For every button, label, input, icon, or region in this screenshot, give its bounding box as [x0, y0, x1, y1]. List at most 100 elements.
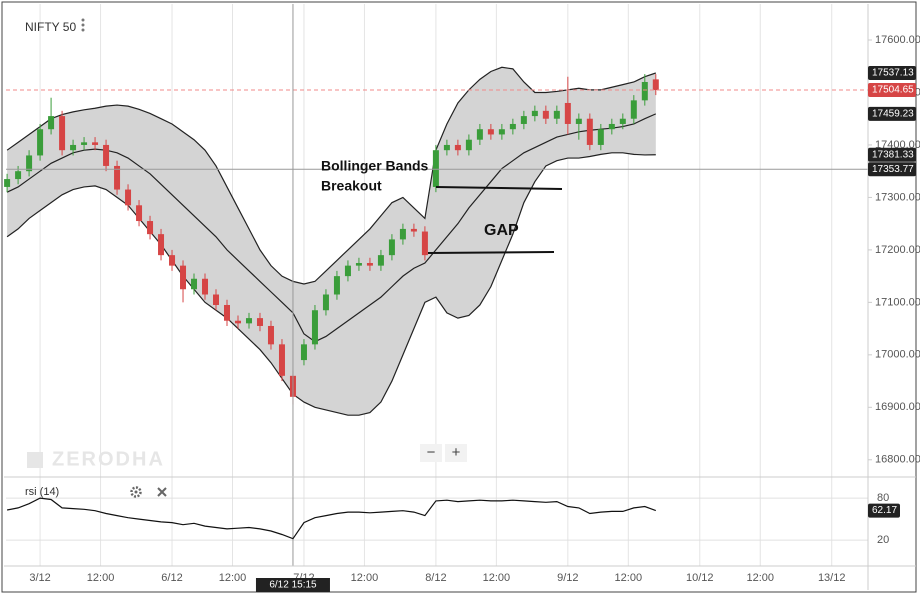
annotation-line	[435, 186, 563, 190]
candle-body	[48, 116, 55, 130]
candle-body	[147, 221, 154, 235]
x-tick-label: 12:00	[746, 572, 774, 584]
candle-body	[641, 81, 648, 101]
annotation: GAP	[484, 222, 519, 239]
price-tag: 17537.13	[872, 68, 914, 79]
candle-body	[377, 255, 384, 266]
rsi-title: rsi (14)	[25, 486, 59, 498]
candle-body	[553, 110, 560, 119]
crosshair-time: 6/12 15:15	[269, 580, 317, 591]
annotation-line	[427, 251, 555, 254]
zoom-out[interactable]: −	[427, 444, 436, 461]
candle-body	[355, 263, 362, 266]
x-tick-label: 6/12	[161, 572, 182, 584]
candle-body	[300, 344, 307, 361]
rsi-tag: 62.17	[872, 505, 897, 516]
x-tick-label: 12:00	[219, 572, 247, 584]
price-tag-box	[868, 162, 916, 177]
price-tag-box	[868, 83, 916, 98]
candle-body	[70, 144, 77, 151]
y-tick-label: 16800.00	[875, 454, 920, 466]
x-tick-label: 12:00	[87, 572, 115, 584]
overlay-layer	[6, 4, 868, 566]
watermark-logo	[27, 452, 43, 468]
candle-body	[234, 320, 241, 324]
candle-body	[410, 228, 417, 232]
candle-body	[564, 102, 571, 124]
price-tag-box	[868, 65, 916, 80]
watermark: ZERODHA	[52, 448, 165, 470]
candle-body	[267, 325, 274, 345]
y-tick-label: 17100.00	[875, 296, 920, 308]
candle-body	[421, 231, 428, 256]
price-tag: 17504.65	[872, 85, 914, 96]
settings-icon[interactable]	[130, 486, 142, 498]
candle-body	[136, 205, 143, 222]
candle-body	[498, 129, 505, 135]
x-tick-label: 12:00	[615, 572, 643, 584]
close-icon[interactable]	[157, 487, 167, 497]
zoom-in[interactable]: +	[452, 444, 461, 461]
candle-body	[92, 142, 99, 145]
candle-body	[169, 255, 176, 266]
bands-layer	[6, 66, 657, 416]
candle-body	[454, 144, 461, 151]
candle-body	[465, 139, 472, 151]
candle-body	[619, 118, 626, 124]
candle-body	[344, 265, 351, 277]
candle-body	[256, 318, 263, 326]
menu-icon[interactable]	[81, 18, 85, 32]
x-tick-label: 13/12	[818, 572, 846, 584]
candle-body	[575, 118, 582, 124]
candle-body	[158, 234, 165, 256]
annotation: Bollinger Bands	[321, 158, 429, 174]
y-tick-label: 80	[877, 492, 889, 504]
x-tick-label: 8/12	[425, 572, 446, 584]
candle-body	[432, 150, 439, 187]
candle-body	[388, 239, 395, 256]
candle-body	[125, 189, 132, 206]
candle-body	[311, 310, 318, 345]
band-area	[7, 67, 656, 416]
candle-body	[103, 144, 110, 166]
candle-body	[37, 129, 44, 156]
candle-body	[399, 228, 406, 240]
candle-body	[322, 294, 329, 311]
y-tick-label: 17300.00	[875, 191, 920, 203]
candle-body	[114, 165, 121, 190]
x-tick-label: 9/12	[557, 572, 578, 584]
y-tick-label: 17200.00	[875, 244, 920, 256]
symbol: NIFTY 50	[25, 20, 76, 34]
candle-body	[223, 304, 230, 321]
x-tick-label: 10/12	[686, 572, 714, 584]
zoom-out-button[interactable]	[420, 444, 442, 462]
y-tick-label: 16900.00	[875, 401, 920, 413]
crosshair-time-box	[255, 578, 330, 592]
price-tag: 17353.77	[872, 164, 914, 175]
band-line	[6, 66, 656, 285]
candle-body	[597, 129, 604, 145]
candle-body	[487, 129, 494, 135]
x-tick-label: 12:00	[351, 572, 379, 584]
candle-body	[366, 263, 373, 266]
zoom-in-button[interactable]	[445, 444, 467, 462]
candles-layer	[4, 74, 659, 405]
candle-body	[202, 278, 209, 295]
candle-body	[476, 129, 483, 140]
x-tick-label: 3/12	[29, 572, 50, 584]
y-tick-label: 17600.00	[875, 34, 920, 46]
band-line	[6, 113, 657, 343]
x-tick-label: 12:00	[483, 572, 511, 584]
candle-body	[245, 318, 252, 324]
candle-body	[213, 294, 220, 305]
y-tick-label: 17000.00	[875, 349, 920, 361]
price-tag-box	[868, 147, 916, 162]
candle-body	[81, 142, 88, 145]
candle-body	[333, 276, 340, 295]
candle-body	[59, 116, 66, 151]
price-tag: 17459.23	[872, 109, 914, 120]
band-line	[6, 152, 656, 416]
candle-body	[630, 100, 637, 119]
